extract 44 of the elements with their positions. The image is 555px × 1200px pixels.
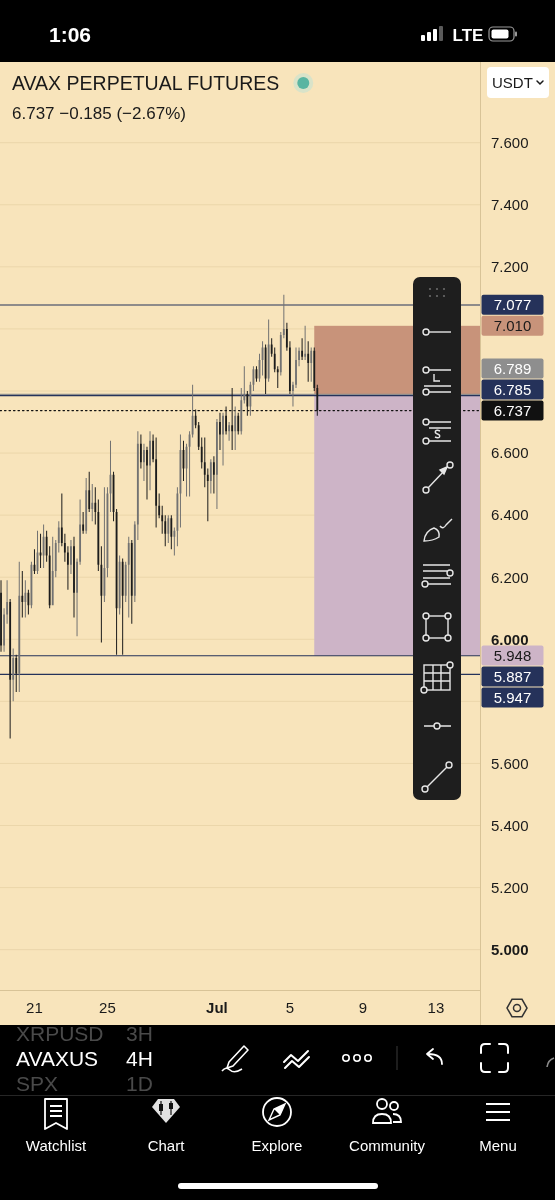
text: Explore — [251, 1137, 303, 1154]
text: Chart — [147, 1137, 186, 1154]
text: Community — [349, 1137, 426, 1154]
ref-line-label: 7.077 — [493, 296, 532, 314]
band-label: 5.948 — [493, 646, 532, 664]
x-tick-label: 21 — [26, 999, 43, 1016]
legend-label: 5.947 — [493, 688, 532, 706]
currency-dropdown: USDT — [487, 67, 549, 98]
ref-line-label: 6.789 — [493, 360, 532, 378]
y-tick-label: 5.000 — [491, 940, 529, 958]
y-tick-label: 5.600 — [491, 754, 529, 772]
candlestick — [21, 571, 24, 618]
candlestick — [304, 325, 307, 360]
x-tick-label: 9 — [358, 999, 368, 1016]
text: SPX — [16, 1072, 59, 1095]
text: 3H — [126, 1022, 153, 1045]
ref-line-label: 5.887 — [493, 667, 532, 685]
ref-line-label: 6.737 — [493, 402, 532, 420]
y-tick-label: 7.200 — [491, 258, 529, 276]
ref-line-label: 6.785 — [493, 381, 532, 399]
text: 6.737 −0.185 (−2.67%) — [12, 104, 186, 123]
x-tick-label: 25 — [99, 999, 116, 1016]
text: 4H — [126, 1047, 153, 1070]
text: AVAXUS — [16, 1047, 99, 1070]
x-tick-label: 13 — [427, 999, 445, 1016]
y-tick-label: 7.600 — [491, 134, 529, 151]
band-label: 7.010 — [493, 317, 532, 335]
text: Watchlist — [25, 1137, 87, 1154]
y-tick-label: 6.000 — [491, 630, 529, 648]
text: LTE — [452, 26, 484, 45]
y-tick-label: 6.600 — [491, 444, 529, 462]
y-tick-label: 5.400 — [491, 816, 529, 834]
text: AVAX PERPETUAL FUTURES — [12, 72, 280, 94]
text: 1:06 — [48, 23, 92, 46]
y-axis-title: USDT — [492, 74, 533, 91]
y-tick-label: 5.200 — [491, 878, 529, 896]
y-tick-label: 6.400 — [491, 506, 529, 524]
y-tick-label: 6.200 — [491, 568, 529, 586]
x-tick-label: 5 — [285, 999, 295, 1016]
text: XRPUSD — [16, 1022, 104, 1045]
text: Menu — [479, 1137, 517, 1154]
y-tick-label: 7.400 — [491, 196, 529, 214]
x-tick-label: Jul — [206, 999, 228, 1016]
text: 1D — [126, 1072, 153, 1095]
